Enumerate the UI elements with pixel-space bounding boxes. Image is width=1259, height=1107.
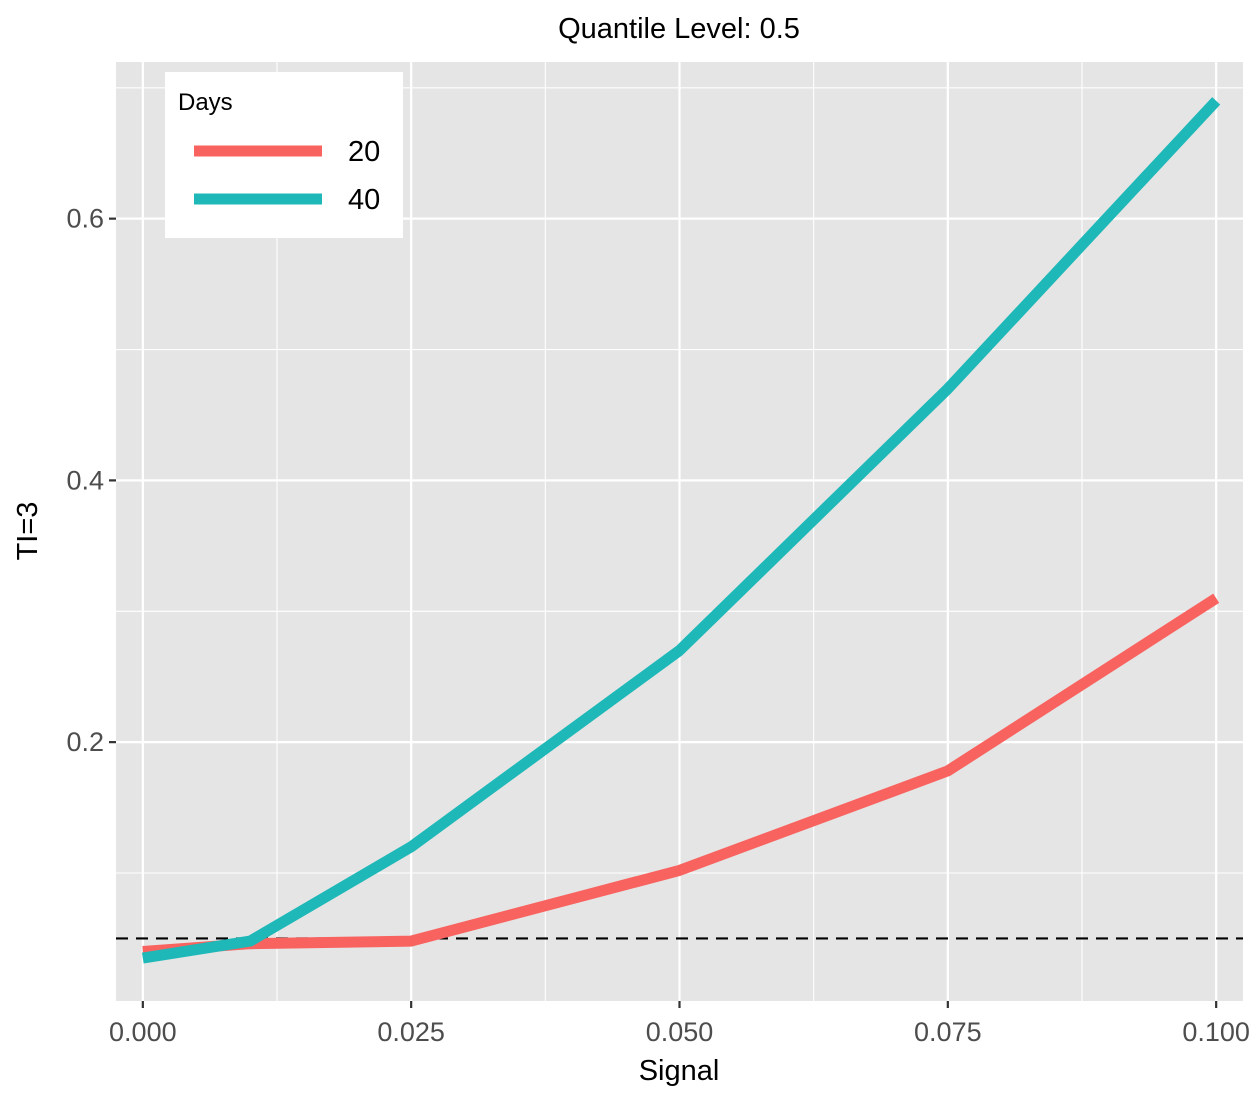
legend-label-40: 40 (348, 184, 380, 216)
y-tick-label: 0.2 (66, 727, 104, 757)
legend: Days 20 40 (165, 72, 403, 238)
x-tick-label: 0.100 (1182, 1017, 1250, 1047)
y-axis-label: TI=3 (12, 502, 44, 561)
series-line-40 (141, 97, 1221, 964)
x-tick-label: 0.000 (109, 1017, 177, 1047)
x-tick-label: 0.025 (377, 1017, 445, 1047)
legend-label-20: 20 (348, 136, 380, 168)
series-layer (141, 97, 1221, 964)
chart-title: Quantile Level: 0.5 (558, 13, 800, 45)
x-tick-label: 0.050 (646, 1017, 714, 1047)
legend-title: Days (178, 89, 233, 116)
y-axis: 0.2 0.4 0.6 (66, 204, 116, 757)
x-axis: 0.000 0.025 0.050 0.075 0.100 (109, 1001, 1250, 1047)
x-axis-label: Signal (639, 1055, 720, 1087)
y-tick-label: 0.4 (66, 465, 104, 495)
x-tick-label: 0.075 (914, 1017, 982, 1047)
y-tick-label: 0.6 (66, 204, 104, 234)
